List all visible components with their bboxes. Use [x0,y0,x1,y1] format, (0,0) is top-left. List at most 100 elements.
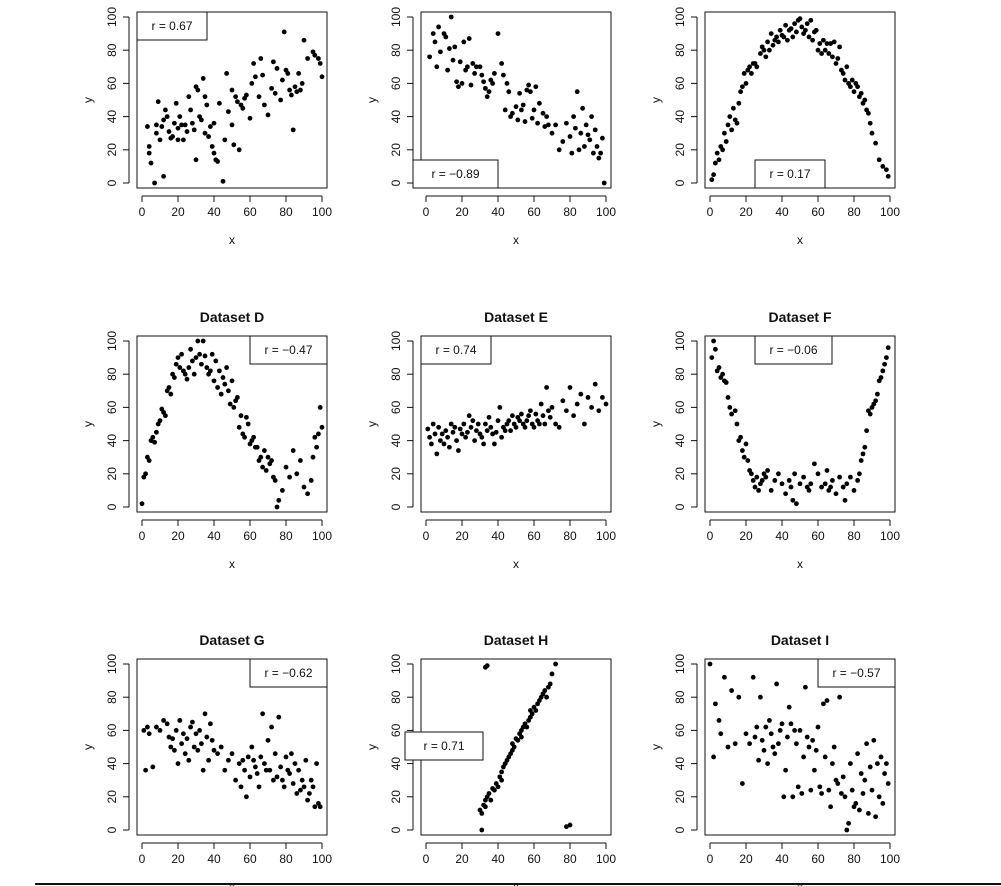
x-tick-label: 60 [527,852,541,866]
data-point [812,461,817,467]
plot-frame [136,335,328,513]
data-point [842,497,848,503]
data-point [154,130,159,136]
data-point [519,107,524,113]
data-point [457,59,463,65]
data-point [799,24,805,30]
data-point [833,491,839,497]
data-point [517,90,522,96]
x-tick-label: 100 [596,852,616,866]
data-point [783,491,788,497]
data-point [851,488,857,493]
data-point [456,448,461,453]
data-point [168,744,174,750]
data-point [734,120,740,126]
y-tick-label: 100 [389,331,403,351]
data-point [155,99,161,105]
data-point [182,122,188,128]
y-axis-label: y [81,97,95,103]
data-point [146,731,152,737]
data-point [229,751,235,757]
data-point [177,718,183,723]
data-point [265,454,271,460]
x-tick-label: 20 [171,852,185,866]
data-point [840,484,846,490]
data-point [801,474,806,480]
data-point [298,87,303,93]
data-point [776,39,781,45]
data-point [785,37,790,43]
data-point [567,385,573,390]
data-point [822,754,828,760]
data-point [725,122,731,128]
data-point [202,353,208,359]
data-point [591,150,596,156]
data-point [596,155,602,161]
data-point [236,147,242,153]
data-point [229,378,235,384]
data-point [226,388,231,394]
data-point [851,89,857,95]
data-point [506,89,512,95]
x-tick-label: 0 [707,529,714,543]
data-point [231,142,237,148]
data-point [154,429,159,435]
data-point [197,351,202,357]
data-point [743,81,749,86]
data-point [499,777,504,783]
data-point [790,34,796,40]
data-point [529,115,535,121]
data-point [763,54,769,60]
data-point [830,478,835,483]
data-point [855,478,860,483]
data-point [750,674,756,680]
data-point [287,771,292,776]
data-point [438,49,443,55]
data-point [569,150,575,156]
data-point [770,42,776,48]
data-point [272,751,278,757]
data-point [308,777,314,783]
data-point [547,681,553,687]
data-point [866,110,871,116]
data-point [166,129,172,134]
correlation-label: r = −0.89 [431,167,479,181]
data-point [824,41,830,46]
data-point [271,777,276,783]
data-point [821,701,826,707]
x-tick-label: 40 [775,205,789,219]
data-point [725,395,731,400]
data-point [452,424,458,430]
data-point [240,757,246,763]
correlation-box [249,335,328,365]
data-point [280,488,285,493]
data-point [434,451,440,457]
data-point [272,478,278,483]
data-point [310,784,316,790]
data-point [711,172,716,178]
data-point [310,454,316,460]
y-axis-label: y [81,421,95,427]
data-point [220,375,226,380]
correlation-label: r = 0.74 [435,343,476,357]
data-point [267,767,273,773]
data-point [316,431,321,437]
data-point [312,434,318,440]
y-tick-label: 80 [105,690,119,704]
data-point [869,130,875,136]
data-point [472,438,477,443]
data-point [578,391,584,397]
data-point [492,787,497,793]
data-point [484,428,490,434]
y-tick-label: 80 [105,43,119,57]
data-point [486,89,492,95]
data-point [429,441,434,447]
data-point [864,741,869,747]
data-point [299,777,305,783]
data-point [810,737,815,743]
data-point [716,365,722,370]
x-tick-label: 100 [880,852,900,866]
y-tick-label: 0 [389,179,403,186]
correlation-label: r = 0.67 [151,19,192,33]
data-point [157,137,163,143]
